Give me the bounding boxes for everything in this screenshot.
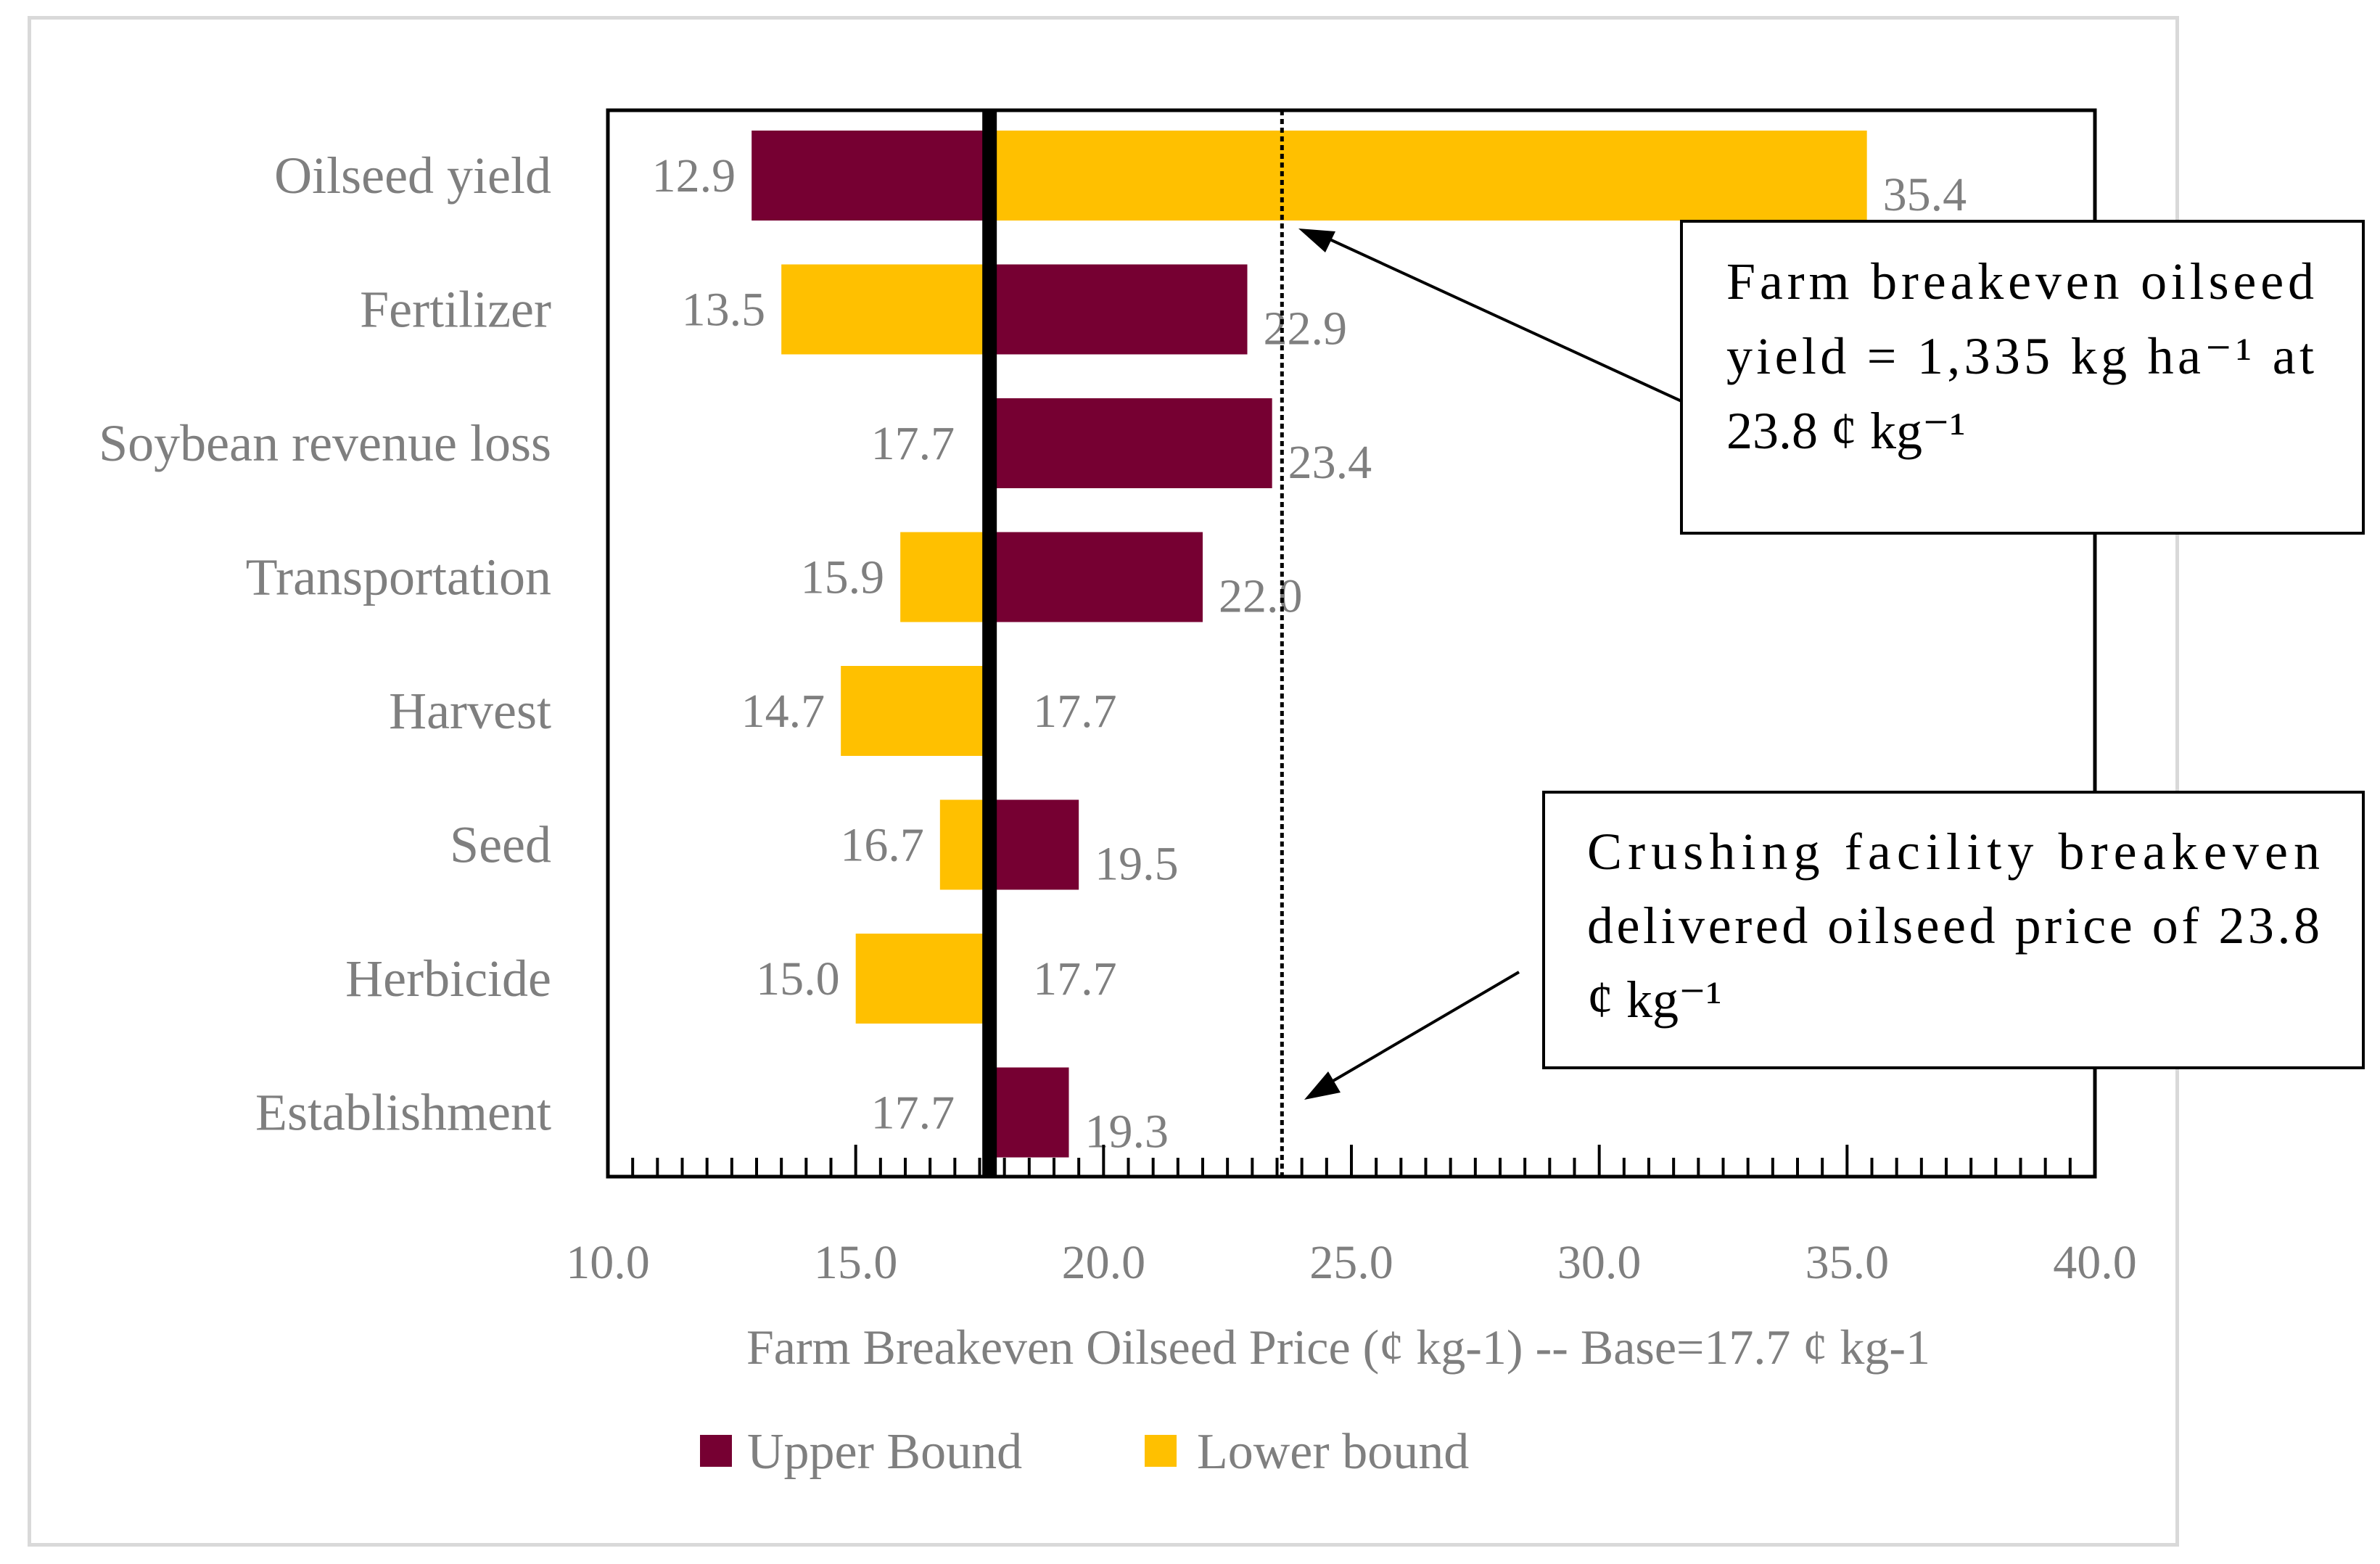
bar-low-fertilizer xyxy=(781,264,990,355)
annotation-box xyxy=(1680,220,2365,535)
annotation-farm-yield: Farm breakeven oilseed yield = 1,335 kg … xyxy=(1298,220,2365,535)
bar-high-soybean-revenue-loss xyxy=(989,398,1272,488)
annotation-line: ¢ kg⁻¹ xyxy=(1587,971,1722,1029)
bar-low-label: 15.9 xyxy=(801,551,885,604)
x-tick-label: 20.0 xyxy=(1062,1236,1146,1289)
annotation-arrow xyxy=(1318,233,1682,403)
bar-low-oilseed-yield xyxy=(752,131,990,221)
arrowhead-icon xyxy=(1304,1071,1341,1100)
category-label-establishment: Establishment xyxy=(255,1084,551,1142)
bar-high-fertilizer xyxy=(989,264,1248,355)
bar-high-label: 35.4 xyxy=(1883,168,1967,221)
bar-high-transportation xyxy=(989,532,1203,622)
legend-swatch-upper xyxy=(700,1435,732,1467)
bar-low-herbicide xyxy=(855,934,990,1024)
bar-low-label: 13.5 xyxy=(682,284,766,337)
bar-high-label: 19.5 xyxy=(1095,838,1179,891)
x-tick-label: 15.0 xyxy=(814,1236,898,1289)
category-label-herbicide: Herbicide xyxy=(345,950,551,1008)
bar-low-label: 16.7 xyxy=(840,819,924,872)
bar-high-label: 17.7 xyxy=(1033,685,1117,738)
category-label-fertilizer: Fertilizer xyxy=(360,281,551,339)
legend-label-upper: Upper Bound xyxy=(747,1424,1022,1480)
bar-high-label: 23.4 xyxy=(1288,436,1372,489)
bar-low-label: 17.7 xyxy=(871,417,955,470)
legend-label-lower: Lower bound xyxy=(1197,1424,1469,1480)
bar-low-label: 14.7 xyxy=(741,685,825,738)
bar-high-establishment xyxy=(989,1067,1069,1158)
x-tick-label: 25.0 xyxy=(1309,1236,1393,1289)
x-tick-label: 40.0 xyxy=(2053,1236,2137,1289)
annotation-arrow xyxy=(1322,971,1520,1088)
x-tick-label: 30.0 xyxy=(1557,1236,1642,1289)
x-tick-label: 35.0 xyxy=(1805,1236,1890,1289)
bar-high-label: 17.7 xyxy=(1033,952,1117,1005)
bar-low-harvest xyxy=(841,666,990,756)
x-axis-title: Farm Breakeven Oilseed Price (¢ kg-1) --… xyxy=(746,1320,1930,1375)
bar-low-label: 17.7 xyxy=(871,1087,955,1140)
bar-low-transportation xyxy=(900,532,990,622)
legend-swatch-lower xyxy=(1145,1435,1177,1467)
bar-high-label: 19.3 xyxy=(1085,1106,1169,1158)
category-label-seed: Seed xyxy=(450,816,551,874)
legend: Upper Bound Lower bound xyxy=(700,1424,1469,1480)
category-label-oilseed-yield: Oilseed yield xyxy=(274,147,551,205)
annotation-crushing-facility: Crushing facility breakeven delivered oi… xyxy=(1304,791,2365,1100)
bar-low-label: 12.9 xyxy=(652,149,736,202)
bar-low-label: 15.0 xyxy=(756,952,840,1005)
annotation-line: Farm breakeven oilseed xyxy=(1726,252,2314,310)
bar-high-seed xyxy=(989,799,1079,890)
annotation-line: Crushing facility breakeven xyxy=(1587,823,2320,881)
annotation-box xyxy=(1542,791,2365,1069)
category-label-soybean-revenue-loss: Soybean revenue loss xyxy=(99,414,551,472)
category-label-harvest: Harvest xyxy=(389,682,551,740)
annotation-line: 23.8 ¢ kg⁻¹ xyxy=(1726,402,1966,460)
bar-low-seed xyxy=(939,799,990,890)
x-tick-label: 10.0 xyxy=(566,1236,650,1289)
category-label-transportation: Transportation xyxy=(246,548,551,606)
bar-high-label: 22.9 xyxy=(1264,302,1348,355)
bar-high-oilseed-yield xyxy=(989,131,1867,221)
bar-high-label: 22.0 xyxy=(1219,570,1303,623)
arrowhead-icon xyxy=(1298,229,1335,252)
annotation-line: delivered oilseed price of 23.8 xyxy=(1587,897,2320,955)
